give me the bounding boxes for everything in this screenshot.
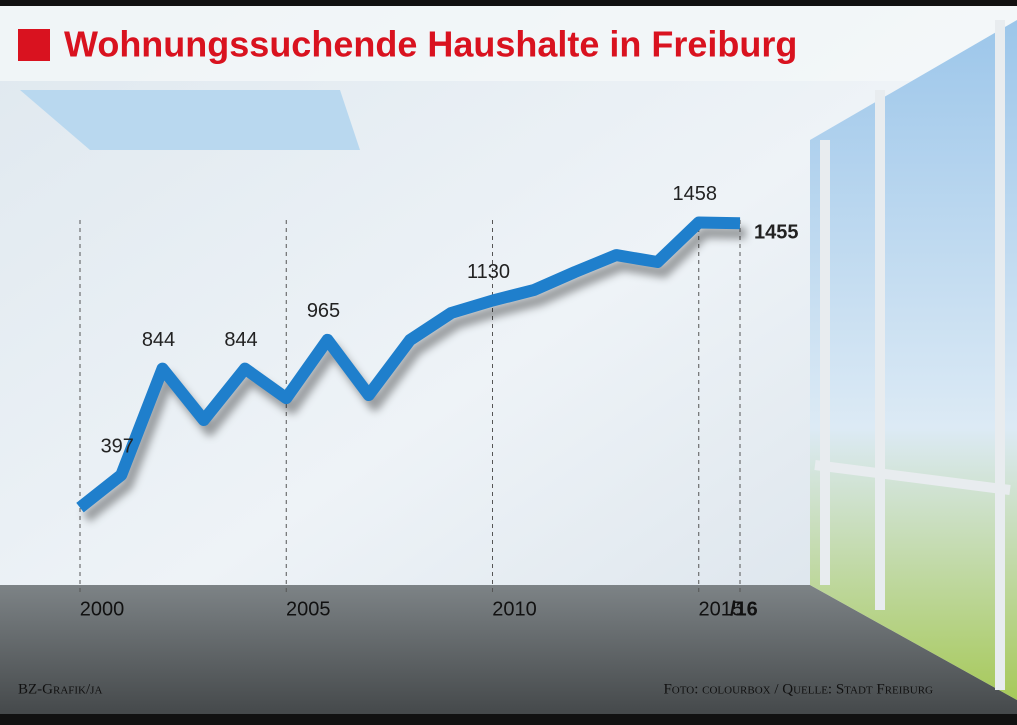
ceiling xyxy=(0,6,1017,81)
data-label: 397 xyxy=(101,435,134,457)
x-tick-label: 2005 xyxy=(286,598,331,620)
floor xyxy=(0,585,1017,714)
data-label: 1455 xyxy=(754,221,799,243)
title-marker xyxy=(18,29,50,61)
chart-title: Wohnungssuchende Haushalte in Freiburg xyxy=(64,24,797,65)
data-label: 965 xyxy=(307,300,340,322)
credit-left: BZ-Grafik/ja xyxy=(18,681,102,697)
data-label: 1130 xyxy=(467,261,510,283)
credit-right: Foto: colourbox / Quelle: Stadt Freiburg xyxy=(663,681,933,697)
bottom-bar xyxy=(0,714,1017,720)
data-label: 1458 xyxy=(673,183,718,205)
skylight xyxy=(20,90,360,150)
window xyxy=(810,20,1017,700)
line xyxy=(76,216,741,513)
data-label: 844 xyxy=(142,329,175,351)
x-tick-label: 2000 xyxy=(80,598,125,620)
window-frame xyxy=(814,20,1011,690)
x-tick-label: /16 xyxy=(730,598,758,620)
data-label: 844 xyxy=(224,329,257,351)
x-tick-label: 2015 xyxy=(699,598,744,620)
top-bar xyxy=(0,0,1017,6)
x-tick-label: 2010 xyxy=(492,598,537,620)
